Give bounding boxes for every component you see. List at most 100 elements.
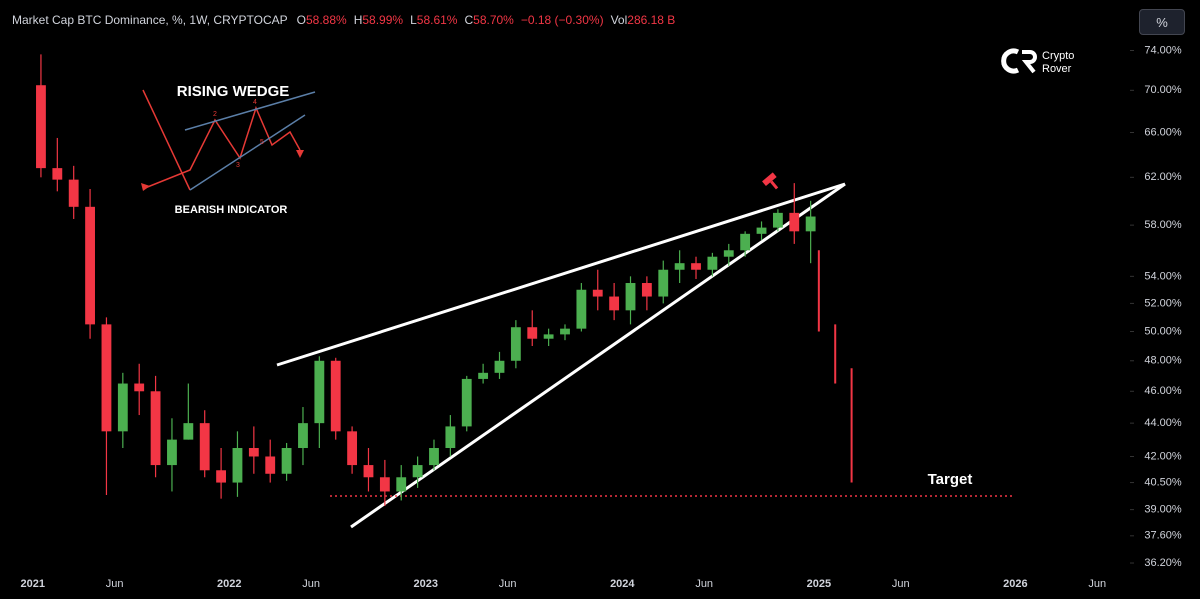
inset-title: RISING WEDGE <box>177 83 290 100</box>
inset-line <box>184 91 316 131</box>
y-tick-label: 66.00% <box>1144 126 1182 138</box>
inset-arrow <box>141 183 150 191</box>
y-tick-label: 37.60% <box>1144 530 1182 542</box>
wedge-upper <box>276 182 846 367</box>
candle-body <box>150 391 161 466</box>
candle-body <box>740 233 751 251</box>
y-tick-label: 58.00% <box>1144 219 1182 231</box>
candle-body <box>609 296 620 311</box>
candle-body <box>330 360 341 432</box>
x-tick-label: Jun <box>106 578 124 590</box>
inset-line <box>189 114 306 191</box>
inset-point: 3 <box>236 162 240 169</box>
candle-body <box>347 431 358 466</box>
header-text: 58.88% <box>306 13 347 27</box>
candle-body <box>723 250 734 257</box>
candle-body <box>101 324 112 432</box>
header: Market Cap BTC Dominance, %, 1W, CRYPTOC… <box>12 13 682 27</box>
x-tick-label: Jun <box>302 578 320 590</box>
candle-body <box>167 439 177 466</box>
x-tick-label: Jun <box>892 578 910 590</box>
inset-subtitle: BEARISH INDICATOR <box>175 204 288 216</box>
candle-body <box>363 465 374 478</box>
candle-body <box>216 470 226 483</box>
x-tick-label: Jun <box>1088 578 1106 590</box>
candle-body <box>379 477 390 492</box>
logo-mark <box>1021 50 1037 74</box>
candle-body <box>461 378 472 427</box>
x-tick-label: 2026 <box>1003 578 1027 590</box>
candle-body <box>248 448 259 457</box>
inset-point: 4 <box>253 99 257 106</box>
hammer-head <box>762 172 777 187</box>
candle-body <box>543 334 554 339</box>
logo: Crypto Rover <box>1001 48 1074 75</box>
candle-body <box>641 283 652 297</box>
inset-point: 5 <box>260 139 264 146</box>
inset: RISING WEDGE BEARISH INDICATOR 2 3 4 5 <box>141 83 316 216</box>
candle-body <box>232 448 243 483</box>
logo-text: Rover <box>1042 63 1072 75</box>
candle-body <box>314 360 325 424</box>
candle-body <box>707 256 718 270</box>
wedge-lower <box>350 182 846 529</box>
candle-body <box>68 179 79 207</box>
x-tick-label: 2024 <box>610 578 635 590</box>
y-tick-label: 40.50% <box>1144 476 1182 488</box>
y-tick-label: 70.00% <box>1144 84 1182 96</box>
y-tick-label: 39.00% <box>1144 504 1182 516</box>
candle-body <box>560 328 570 335</box>
header-text: 58.99% <box>362 13 404 27</box>
logo-text: Crypto <box>1042 50 1074 62</box>
candle-body <box>134 383 145 392</box>
header-text: Market Cap BTC Dominance, %, 1W, CRYPTOC… <box>12 13 288 27</box>
candle-body <box>396 477 407 492</box>
candle-body <box>756 227 767 234</box>
candle-body <box>658 269 669 297</box>
candle-body <box>298 423 308 449</box>
scale-button[interactable]: % <box>1139 9 1185 35</box>
header-text: H <box>353 13 363 27</box>
candle-body <box>805 216 816 232</box>
inset-arrow <box>296 150 304 158</box>
x-tick-label: Jun <box>499 578 517 590</box>
y-tick-label: 50.00% <box>1144 325 1182 337</box>
header-text: O <box>296 13 306 27</box>
inset-point: 2 <box>213 111 217 118</box>
y-tick-label: 52.00% <box>1144 297 1182 309</box>
x-tick-label: 2021 <box>21 578 45 590</box>
inset-path <box>142 89 191 191</box>
candle-body <box>576 289 587 329</box>
x-tick-label: 2023 <box>414 578 438 590</box>
hammer-icon <box>762 172 779 190</box>
y-tick-label: 62.00% <box>1144 171 1182 183</box>
header-text: L <box>410 13 417 27</box>
x-tick-label: 2025 <box>807 578 831 590</box>
candle-body <box>281 448 292 474</box>
annotation: Target <box>928 471 973 488</box>
y-tick-label: 36.20% <box>1144 557 1182 569</box>
candle-body <box>199 423 210 471</box>
candle-body <box>691 263 701 270</box>
x-tick-label: 2022 <box>217 578 241 590</box>
candle-body <box>674 263 685 270</box>
candle-body <box>265 456 276 474</box>
y-tick-label: 54.00% <box>1144 270 1182 282</box>
header-text: −0.18 (−0.30%) <box>520 13 604 27</box>
header-text: 58.61% <box>416 13 458 27</box>
x-tick-label: Jun <box>695 578 713 590</box>
candle-body <box>445 426 456 449</box>
candle-body <box>36 85 46 169</box>
candle-body <box>85 206 95 325</box>
candle-body <box>527 327 538 339</box>
candle-body <box>494 360 505 373</box>
header-text: 58.70% <box>473 13 514 27</box>
inset-path <box>144 105 301 189</box>
candle-body <box>429 448 439 466</box>
y-tick-label: 74.00% <box>1144 44 1182 56</box>
candle-body <box>510 327 521 361</box>
candle-body <box>412 465 423 478</box>
y-tick-label: 48.00% <box>1144 355 1182 367</box>
candle-body <box>592 289 603 297</box>
